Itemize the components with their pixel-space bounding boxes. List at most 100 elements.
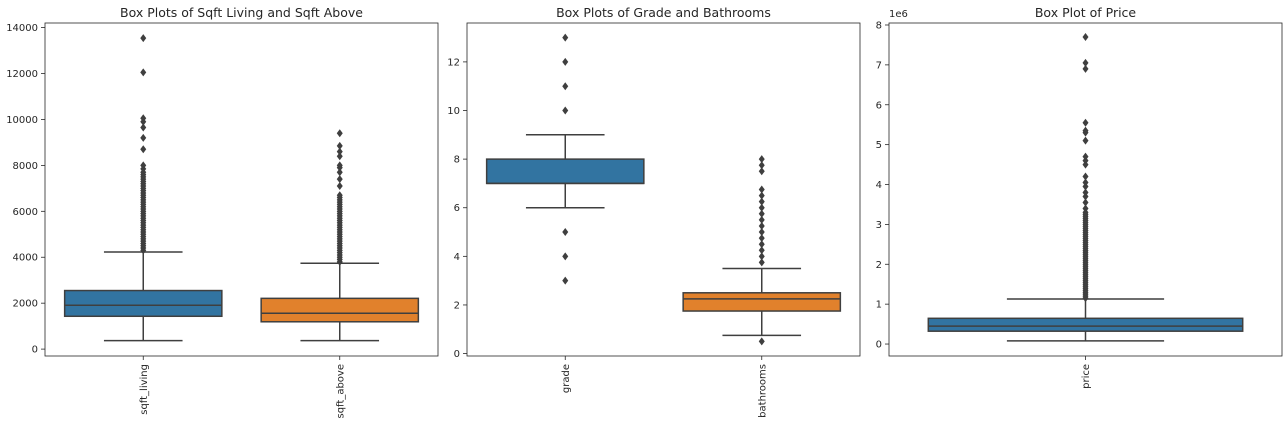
outlier-point	[758, 155, 765, 164]
y-tick-label: 4000	[13, 253, 38, 264]
outlier-point	[1082, 64, 1089, 73]
outlier-point	[758, 203, 765, 212]
outlier-point	[758, 240, 765, 249]
iqr-box	[260, 297, 420, 323]
outlier-point	[758, 209, 765, 218]
chart-panel-3: Box Plot of Price 0 1 2 3 4 5 6 7 8 1e6 price	[876, 5, 1283, 389]
x-tick-label: grade	[561, 364, 572, 393]
outlier-point	[758, 234, 765, 243]
plot-frame	[888, 22, 1283, 357]
y-tick-label: 4	[876, 180, 882, 191]
outlier-point	[562, 228, 569, 237]
chart-title: Box Plot of Price	[1035, 5, 1137, 20]
outlier-point	[758, 246, 765, 255]
outlier-point	[562, 276, 569, 285]
y-tick-label: 4	[454, 252, 460, 263]
outlier-point	[758, 197, 765, 206]
outlier-point	[140, 114, 147, 123]
outlier-point	[562, 57, 569, 66]
y-tick-label: 6000	[13, 207, 38, 218]
y-tick-label: 0	[876, 340, 882, 351]
outlier-point	[1082, 32, 1089, 41]
outlier-point	[1082, 178, 1089, 187]
y-tick-label: 2000	[13, 299, 38, 310]
outlier-point	[758, 161, 765, 170]
outlier-point	[758, 337, 765, 346]
y-tick-label: 12	[447, 57, 460, 68]
outlier-point	[336, 152, 343, 161]
outlier-point	[336, 175, 343, 184]
outlier-point	[336, 168, 343, 177]
y-tick-label: 2	[454, 300, 460, 311]
outlier-point	[758, 258, 765, 267]
outlier-point	[336, 141, 343, 150]
outlier-point	[758, 167, 765, 176]
outlier-point	[140, 34, 147, 43]
box-bathrooms	[682, 155, 842, 346]
x-tick-label: sqft_above	[335, 364, 346, 419]
outlier-point	[758, 215, 765, 224]
outlier-point	[140, 133, 147, 142]
iqr-box	[63, 289, 223, 318]
outlier-point	[336, 191, 343, 200]
outlier-point	[562, 252, 569, 261]
outlier-point	[758, 185, 765, 194]
y-tick-label: 14000	[6, 23, 38, 34]
outlier-point	[140, 123, 147, 132]
outlier-point	[1082, 58, 1089, 67]
outlier-point	[758, 252, 765, 261]
outlier-point	[562, 82, 569, 91]
chart-panel-1: Box Plots of Sqft Living and Sqft Above 0…	[6, 5, 439, 419]
y-tick-label: 6	[876, 100, 882, 111]
y-tick-label: 12000	[6, 69, 38, 80]
y-tick-label: 3	[876, 220, 882, 231]
outlier-point	[140, 145, 147, 154]
iqr-box	[927, 317, 1244, 332]
outlier-point	[1082, 188, 1089, 197]
y-tick-label: 6	[454, 203, 460, 214]
outlier-point	[336, 129, 343, 138]
x-tick-label: bathrooms	[757, 364, 768, 418]
box-price	[927, 32, 1244, 342]
iqr-box	[682, 292, 842, 312]
y-tick-label: 10	[447, 106, 460, 117]
outlier-point	[336, 147, 343, 156]
outlier-point	[1082, 126, 1089, 135]
outlier-point	[336, 182, 343, 191]
y-tick-label: 0	[32, 345, 38, 356]
box-sqft_living	[63, 34, 223, 342]
iqr-box	[485, 158, 645, 185]
chart-panel-2: Box Plots of Grade and Bathrooms 0 2 4 6 8 10 1…	[447, 5, 861, 418]
y-tick-label: 0	[454, 349, 460, 360]
y-tick-label: 1	[876, 300, 882, 311]
y-tick-label: 8	[876, 20, 882, 31]
outlier-point	[758, 228, 765, 237]
outlier-point	[758, 221, 765, 230]
chart-title: Box Plots of Sqft Living and Sqft Above	[120, 5, 363, 20]
y-tick-label: 10000	[6, 115, 38, 126]
plot-frame	[466, 22, 861, 357]
outlier-point	[1082, 198, 1089, 207]
outlier-point	[336, 161, 343, 170]
y-tick-label: 5	[876, 140, 882, 151]
outlier-point	[562, 33, 569, 42]
outlier-point	[1082, 172, 1089, 181]
y-tick-label: 7	[876, 60, 882, 71]
outlier-point	[1082, 152, 1089, 161]
outlier-point	[758, 191, 765, 200]
chart-title: Box Plots of Grade and Bathrooms	[556, 5, 771, 20]
outlier-point	[140, 68, 147, 77]
box-grade	[485, 33, 645, 285]
outlier-point	[1082, 204, 1089, 213]
outlier-point	[1082, 136, 1089, 145]
outlier-point	[562, 106, 569, 115]
y-tick-label: 2	[876, 260, 882, 271]
y-tick-label: 8000	[13, 161, 38, 172]
y-axis-offset-label: 1e6	[889, 9, 908, 20]
outlier-point	[1082, 118, 1089, 127]
box-sqft_above	[260, 129, 420, 342]
outlier-point	[140, 161, 147, 170]
x-tick-label: price	[1081, 364, 1092, 389]
plot-frame	[44, 22, 439, 357]
